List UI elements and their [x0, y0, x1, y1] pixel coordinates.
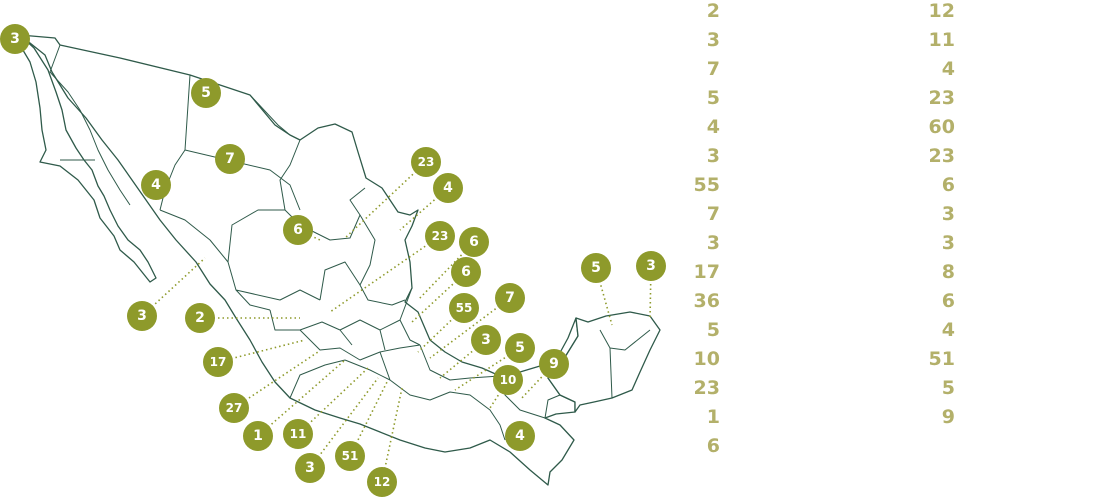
svg-text:1: 1: [253, 428, 263, 444]
badge-puebla[interactable]: 3: [471, 325, 501, 355]
list-item: 5: [706, 87, 720, 109]
list-item: 1: [706, 406, 720, 428]
list-item: 3: [941, 232, 955, 254]
list-item: 10: [693, 348, 720, 370]
list-item: 3: [706, 145, 720, 167]
badge-guerrero[interactable]: 3: [295, 453, 325, 483]
badge-mexico-city[interactable]: 55: [449, 293, 479, 323]
state-borders-south: [289, 329, 651, 441]
badge-sonora[interactable]: 4: [141, 170, 171, 200]
svg-text:55: 55: [456, 301, 473, 315]
mexico-map: 3 5 7 4 6 23 4 3 2 17 27 1 11 3 51 12 23…: [0, 24, 666, 497]
badge-oaxaca[interactable]: 10: [493, 365, 523, 395]
mexico-mainland-outline: [19, 34, 579, 486]
list-item: 7: [706, 58, 720, 80]
svg-text:17: 17: [210, 355, 227, 369]
list-item: 23: [693, 377, 720, 399]
state-borders-center: [159, 209, 421, 361]
badge-tamaulipas[interactable]: 4: [433, 173, 463, 203]
list-item: 9: [941, 406, 955, 428]
list-item: 4: [706, 116, 720, 138]
svg-text:10: 10: [500, 373, 517, 387]
svg-text:3: 3: [10, 31, 20, 47]
state-borders-north: [49, 44, 366, 241]
svg-text:5: 5: [591, 260, 601, 276]
badge-tabasco[interactable]: 9: [539, 349, 569, 379]
svg-text:9: 9: [549, 356, 559, 372]
list-item: 3: [706, 232, 720, 254]
list-item: 5: [941, 377, 955, 399]
list-item: 8: [941, 261, 955, 283]
svg-text:3: 3: [646, 258, 656, 274]
svg-text:5: 5: [201, 85, 211, 101]
svg-text:6: 6: [469, 234, 479, 250]
badge-quintana-roo[interactable]: 3: [636, 251, 666, 281]
badge-baja-california[interactable]: 3: [0, 24, 30, 54]
value-list-right: 12 11 4 23 60 23 6 3 3 8 6 4 51 5 9: [895, 0, 955, 435]
svg-text:3: 3: [481, 332, 491, 348]
svg-text:6: 6: [461, 264, 471, 280]
list-item: 6: [706, 435, 720, 457]
badge-nayarit[interactable]: 2: [185, 303, 215, 333]
svg-text:4: 4: [151, 177, 161, 193]
list-item: 5: [706, 319, 720, 341]
list-item: 4: [941, 319, 955, 341]
badge-tlaxcala[interactable]: 7: [495, 283, 525, 313]
svg-text:51: 51: [342, 449, 359, 463]
svg-text:12: 12: [374, 475, 391, 489]
list-item: 7: [706, 203, 720, 225]
badge-hidalgo[interactable]: 6: [451, 257, 481, 287]
badge-chihuahua-south[interactable]: 7: [215, 144, 245, 174]
svg-text:4: 4: [515, 428, 525, 444]
badge-guerrero-west[interactable]: 11: [283, 419, 313, 449]
badge-puebla-south[interactable]: 12: [367, 467, 397, 497]
list-item: 6: [941, 174, 955, 196]
list-item: 36: [693, 290, 720, 312]
list-item: 4: [941, 58, 955, 80]
svg-text:4: 4: [443, 180, 453, 196]
svg-text:27: 27: [226, 401, 243, 415]
badge-veracruz[interactable]: 5: [505, 333, 535, 363]
badge-sinaloa[interactable]: 3: [127, 301, 157, 331]
badge-coahuila[interactable]: 6: [283, 215, 313, 245]
list-item: 17: [693, 261, 720, 283]
list-item: 12: [928, 0, 955, 22]
list-item: 55: [693, 174, 720, 196]
list-item: 60: [928, 116, 955, 138]
list-item: 3: [706, 29, 720, 51]
list-item: 51: [928, 348, 955, 370]
svg-text:6: 6: [293, 222, 303, 238]
badge-yucatan[interactable]: 5: [581, 253, 611, 283]
badge-morelos[interactable]: 51: [335, 441, 365, 471]
svg-text:7: 7: [225, 151, 235, 167]
svg-text:3: 3: [305, 460, 315, 476]
badge-veracruz-north[interactable]: 6: [459, 227, 489, 257]
svg-text:23: 23: [418, 155, 435, 169]
badge-michoacan[interactable]: 1: [243, 421, 273, 451]
list-item: 23: [928, 87, 955, 109]
list-item: 11: [928, 29, 955, 51]
badge-jalisco[interactable]: 17: [203, 347, 233, 377]
badge-colima[interactable]: 27: [219, 393, 249, 423]
badge-chiapas[interactable]: 4: [505, 421, 535, 451]
badge-chihuahua[interactable]: 5: [191, 78, 221, 108]
list-item: 23: [928, 145, 955, 167]
svg-text:5: 5: [515, 340, 525, 356]
svg-text:23: 23: [432, 229, 449, 243]
svg-text:2: 2: [195, 310, 205, 326]
svg-text:11: 11: [290, 427, 307, 441]
svg-text:7: 7: [505, 290, 515, 306]
badge-san-luis-potosi[interactable]: 23: [425, 221, 455, 251]
list-item: 3: [941, 203, 955, 225]
badge-nuevo-leon[interactable]: 23: [411, 147, 441, 177]
list-item: 2: [706, 0, 720, 22]
svg-text:3: 3: [137, 308, 147, 324]
value-list-left: 2 3 7 5 4 3 55 7 3 17 36 5 10 23 1 6: [660, 0, 720, 464]
list-item: 6: [941, 290, 955, 312]
baja-peninsula: [13, 34, 157, 283]
